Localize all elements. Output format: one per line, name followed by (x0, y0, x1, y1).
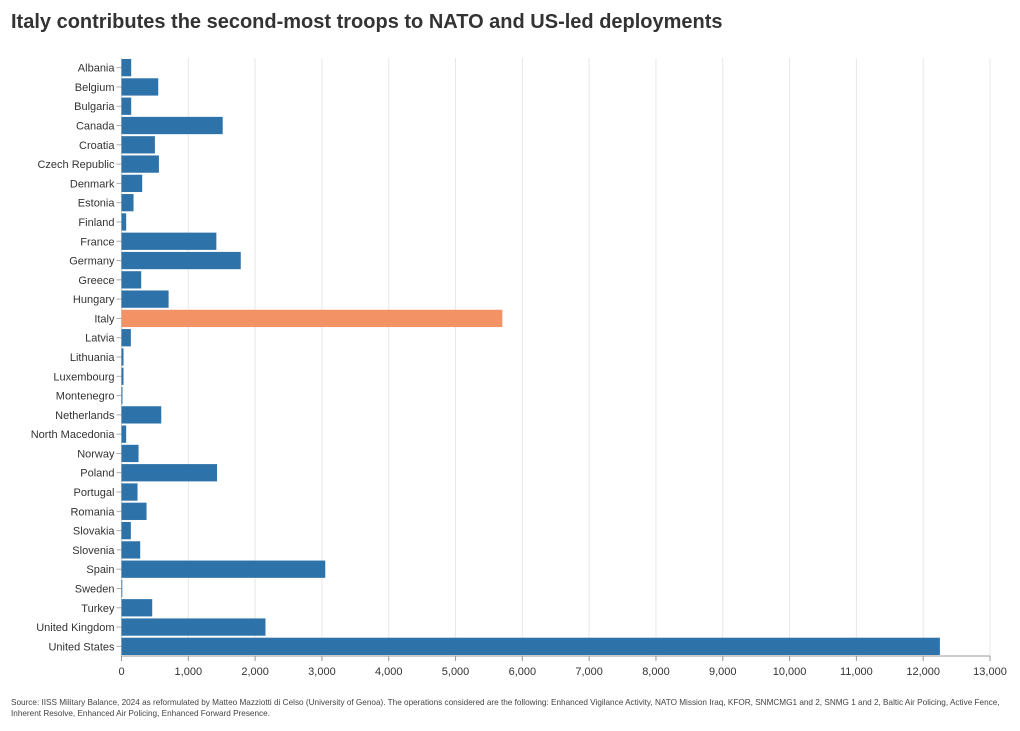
bar-luxembourg (121, 367, 124, 385)
bar-slovakia (121, 521, 131, 540)
bar-bulgaria (121, 97, 132, 115)
source-note: Source: IISS Military Balance, 2024 as r… (11, 698, 1000, 718)
bar-denmark (121, 174, 143, 193)
bar-greece (121, 271, 142, 289)
y-tick-label: Germany (69, 256, 115, 268)
y-tick-label: Denmark (70, 178, 115, 190)
bar-chart: 0 1,000 2,000 3,000 4,000 5,000 6,000 7,000 8,00… (31, 58, 1007, 678)
x-tick-label: 5,000 (442, 666, 470, 678)
y-tick-label: Luxembourg (53, 371, 114, 383)
bar-turkey (121, 599, 153, 617)
y-tick-label: Turkey (81, 603, 115, 615)
y-tick-label: Latvia (85, 333, 115, 345)
y-tick-label: Poland (80, 468, 114, 480)
bar-estonia (121, 194, 134, 212)
bar-montenegro (121, 386, 123, 405)
y-tick-label: United States (48, 641, 115, 653)
y-tick-label: Croatia (79, 140, 115, 152)
bar-czech-republic (121, 155, 159, 173)
y-tick-label: Albania (78, 63, 116, 75)
y-tick-label: France (80, 236, 114, 248)
bar-romania (121, 502, 147, 520)
x-tick-label: 2,000 (241, 666, 269, 678)
x-tick-label: 7,000 (575, 666, 603, 678)
y-tick-label: Slovakia (73, 526, 115, 538)
y-tick-label: North Macedonia (31, 429, 116, 441)
y-tick-label: Sweden (75, 583, 115, 595)
y-tick-label: Slovenia (72, 545, 115, 557)
x-tick-label: 12,000 (906, 666, 940, 678)
bar-france (121, 232, 217, 250)
x-tick-label: 8,000 (642, 666, 670, 678)
y-tick-label: Lithuania (70, 352, 116, 364)
bar-lithuania (121, 348, 124, 366)
bar-slovenia (121, 541, 141, 559)
bar-sweden (121, 579, 123, 598)
y-tick-label: Hungary (73, 294, 115, 306)
y-tick-label: Netherlands (55, 410, 115, 422)
bar-germany (121, 251, 241, 270)
y-tick-label: Italy (94, 313, 115, 325)
bar-italy (121, 309, 503, 328)
bar-latvia (121, 329, 131, 347)
bar-north-macedonia (121, 425, 127, 443)
bar-croatia (121, 136, 155, 154)
x-tick-label: 9,000 (709, 666, 737, 678)
bar-belgium (121, 78, 159, 96)
bar-poland (121, 464, 218, 482)
x-tick-label: 10,000 (773, 666, 807, 678)
y-tick-label: Czech Republic (37, 159, 115, 171)
y-tick-label: Belgium (75, 82, 115, 94)
y-tick-label: Spain (86, 564, 114, 576)
x-tick-label: 6,000 (509, 666, 537, 678)
bar-albania (121, 59, 132, 77)
chart-title: Italy contributes the second-most troops… (11, 11, 723, 33)
bar-united-kingdom (121, 618, 266, 636)
y-tick-label: Finland (78, 217, 114, 229)
y-tick-label: Portugal (74, 487, 115, 499)
x-tick-label: 3,000 (308, 666, 336, 678)
x-tick-label: 4,000 (375, 666, 403, 678)
x-tick-label: 0 (118, 666, 124, 678)
bar-hungary (121, 290, 169, 308)
bar-netherlands (121, 406, 162, 424)
y-tick-label: Greece (78, 275, 114, 287)
bar-canada (121, 116, 223, 135)
bar-finland (121, 213, 127, 231)
bar-spain (121, 560, 326, 578)
y-tick-label: Estonia (78, 198, 116, 210)
x-tick-label: 11,000 (840, 666, 873, 678)
bar-norway (121, 444, 139, 463)
x-tick-label: 1,000 (175, 666, 203, 678)
bar-portugal (121, 483, 138, 501)
y-tick-label: Bulgaria (74, 101, 115, 113)
y-tick-label: Montenegro (56, 391, 115, 403)
y-tick-label: Canada (76, 121, 115, 133)
bar-united-states (121, 637, 940, 655)
y-tick-label: Norway (77, 448, 115, 460)
x-tick-label: 13,000 (973, 666, 1007, 678)
y-tick-label: Romania (70, 506, 115, 518)
y-tick-label: United Kingdom (36, 622, 114, 634)
